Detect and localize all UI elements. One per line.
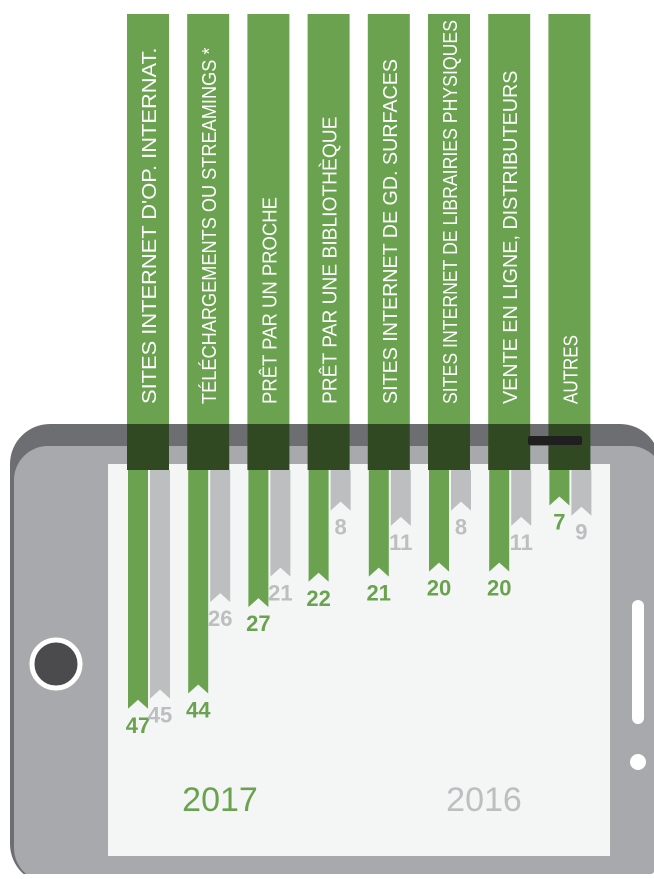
bar-2016-1 xyxy=(150,470,170,699)
value-label-2016-3: 21 xyxy=(268,581,292,606)
value-label-2016-1: 45 xyxy=(148,703,172,728)
value-label-2016-6: 8 xyxy=(455,515,467,540)
category-label-1: SITES INTERNET D'OP. INTERNAT. xyxy=(139,48,161,405)
value-label-2016-8: 9 xyxy=(575,520,587,545)
phone-sensor-icon xyxy=(630,754,646,770)
category-band-6 xyxy=(428,14,470,470)
category-band-3 xyxy=(247,14,290,470)
value-label-2017-4: 22 xyxy=(306,586,330,611)
value-label-2016-7: 11 xyxy=(510,530,533,555)
category-label-2: TÉLÉCHARGEMENTS OU STREAMINGS * xyxy=(198,47,221,404)
category-band-1 xyxy=(127,14,169,470)
category-label-3: PRÊT PAR UN PROCHE xyxy=(258,197,281,404)
bar-2017-1 xyxy=(128,470,148,709)
bar-2016-5 xyxy=(390,470,411,526)
value-label-2017-5: 21 xyxy=(367,581,391,606)
bar-2017-5 xyxy=(368,470,389,577)
bar-2016-7 xyxy=(511,470,532,526)
category-band-5 xyxy=(367,14,410,470)
bar-2016-8 xyxy=(571,470,592,516)
legend-2016: 2016 xyxy=(446,781,522,819)
category-label-4: PRÊT PAR UNE BIBLIOTHÈQUE xyxy=(319,117,342,404)
bar-2016-6 xyxy=(451,470,471,511)
band-rim-shadow-6 xyxy=(428,424,470,470)
category-label-5: SITES INTERNET DE GD. SURFACES xyxy=(380,59,402,404)
category-band-2 xyxy=(187,14,230,470)
bar-2017-2 xyxy=(188,470,209,694)
bar-2016-4 xyxy=(330,470,351,511)
legend-2017: 2017 xyxy=(182,781,258,819)
category-label-8: AUTRES xyxy=(560,335,582,404)
bar-2017-8 xyxy=(549,470,570,506)
band-rim-shadow-2 xyxy=(187,424,230,470)
category-label-6: SITES INTERNET DE LIBRAIRIES PHYSIQUES xyxy=(440,20,462,404)
value-label-2017-1: 47 xyxy=(126,713,150,738)
category-label-7: VENTE EN LIGNE, DISTRIBUTEURS xyxy=(500,71,522,405)
band-rim-shadow-4 xyxy=(307,424,350,470)
bar-2016-2 xyxy=(210,470,231,603)
phone-side-button-icon[interactable] xyxy=(632,600,644,724)
bar-2017-3 xyxy=(248,470,269,608)
band-rim-shadow-5 xyxy=(367,424,410,470)
band-rim-shadow-7 xyxy=(488,424,531,470)
phone-speaker-icon xyxy=(528,436,582,445)
category-band-4 xyxy=(307,14,350,470)
value-label-2017-2: 44 xyxy=(186,698,211,723)
bar-2016-3 xyxy=(270,470,291,577)
band-rim-shadow-1 xyxy=(127,424,169,470)
value-label-2016-5: 11 xyxy=(389,530,412,555)
category-band-8 xyxy=(548,14,591,470)
bar-2017-6 xyxy=(429,470,449,572)
band-rim-shadow-3 xyxy=(247,424,290,470)
bar-2017-7 xyxy=(489,470,510,572)
value-label-2016-4: 8 xyxy=(334,515,346,540)
band-rim-shadow-8 xyxy=(548,424,591,470)
phone-home-button-icon[interactable] xyxy=(29,637,83,691)
value-label-2017-6: 20 xyxy=(427,576,451,601)
value-label-2017-7: 20 xyxy=(487,576,511,601)
value-label-2017-3: 27 xyxy=(246,611,270,636)
bar-2017-4 xyxy=(308,470,329,582)
value-label-2016-2: 26 xyxy=(208,606,232,631)
category-band-7 xyxy=(488,14,531,470)
value-label-2017-8: 7 xyxy=(553,510,565,535)
